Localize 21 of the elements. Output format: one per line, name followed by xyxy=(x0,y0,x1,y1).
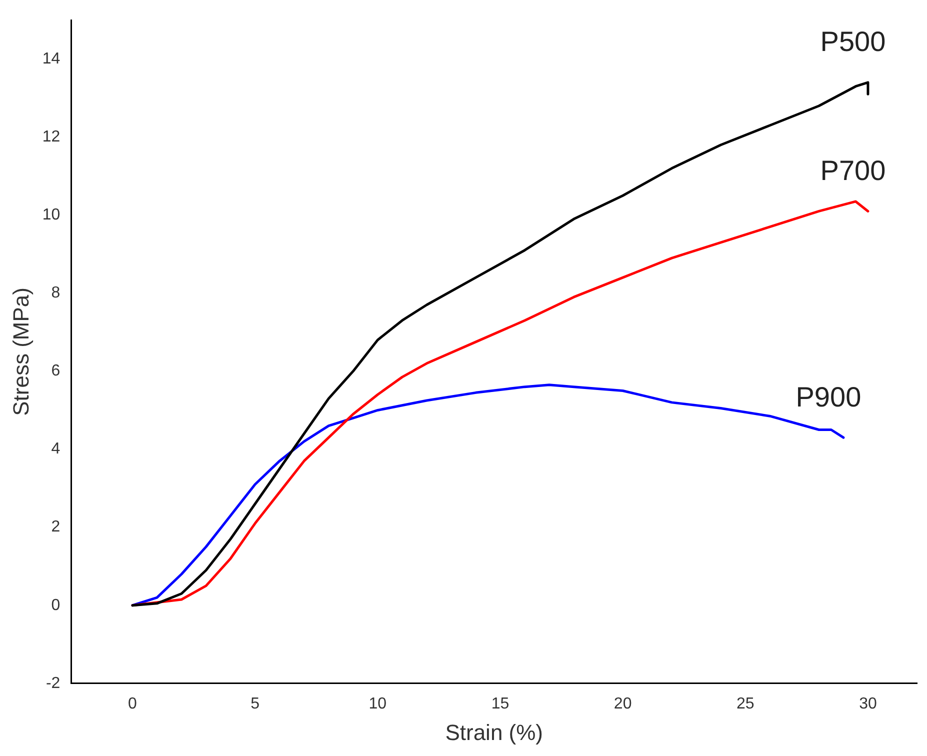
series-label: P500 xyxy=(820,26,886,58)
x-tick-label: 0 xyxy=(128,695,138,712)
series-label: P900 xyxy=(796,381,862,412)
x-tick-label: 5 xyxy=(250,695,260,712)
y-tick-label: 0 xyxy=(51,596,60,614)
x-tick-label: 25 xyxy=(736,695,754,712)
x-tick-label: 10 xyxy=(368,695,387,712)
x-tick-label: 15 xyxy=(491,695,510,712)
x-tick-label: 30 xyxy=(859,695,877,712)
y-tick-label: 2 xyxy=(51,518,60,536)
y-tick-label: 8 xyxy=(51,284,60,302)
y-tick-label: 14 xyxy=(42,50,60,68)
y-tick-label: 12 xyxy=(42,128,60,146)
y-axis-title: Stress (MPa) xyxy=(8,288,34,416)
x-axis-title: Strain (%) xyxy=(445,720,543,745)
y-tick-label: 4 xyxy=(51,440,60,458)
x-tick-label: 20 xyxy=(614,695,632,712)
y-tick-label: 10 xyxy=(42,206,60,224)
series-label: P700 xyxy=(820,154,886,186)
y-tick-label: -2 xyxy=(46,674,60,692)
y-tick-label: 6 xyxy=(51,362,60,380)
